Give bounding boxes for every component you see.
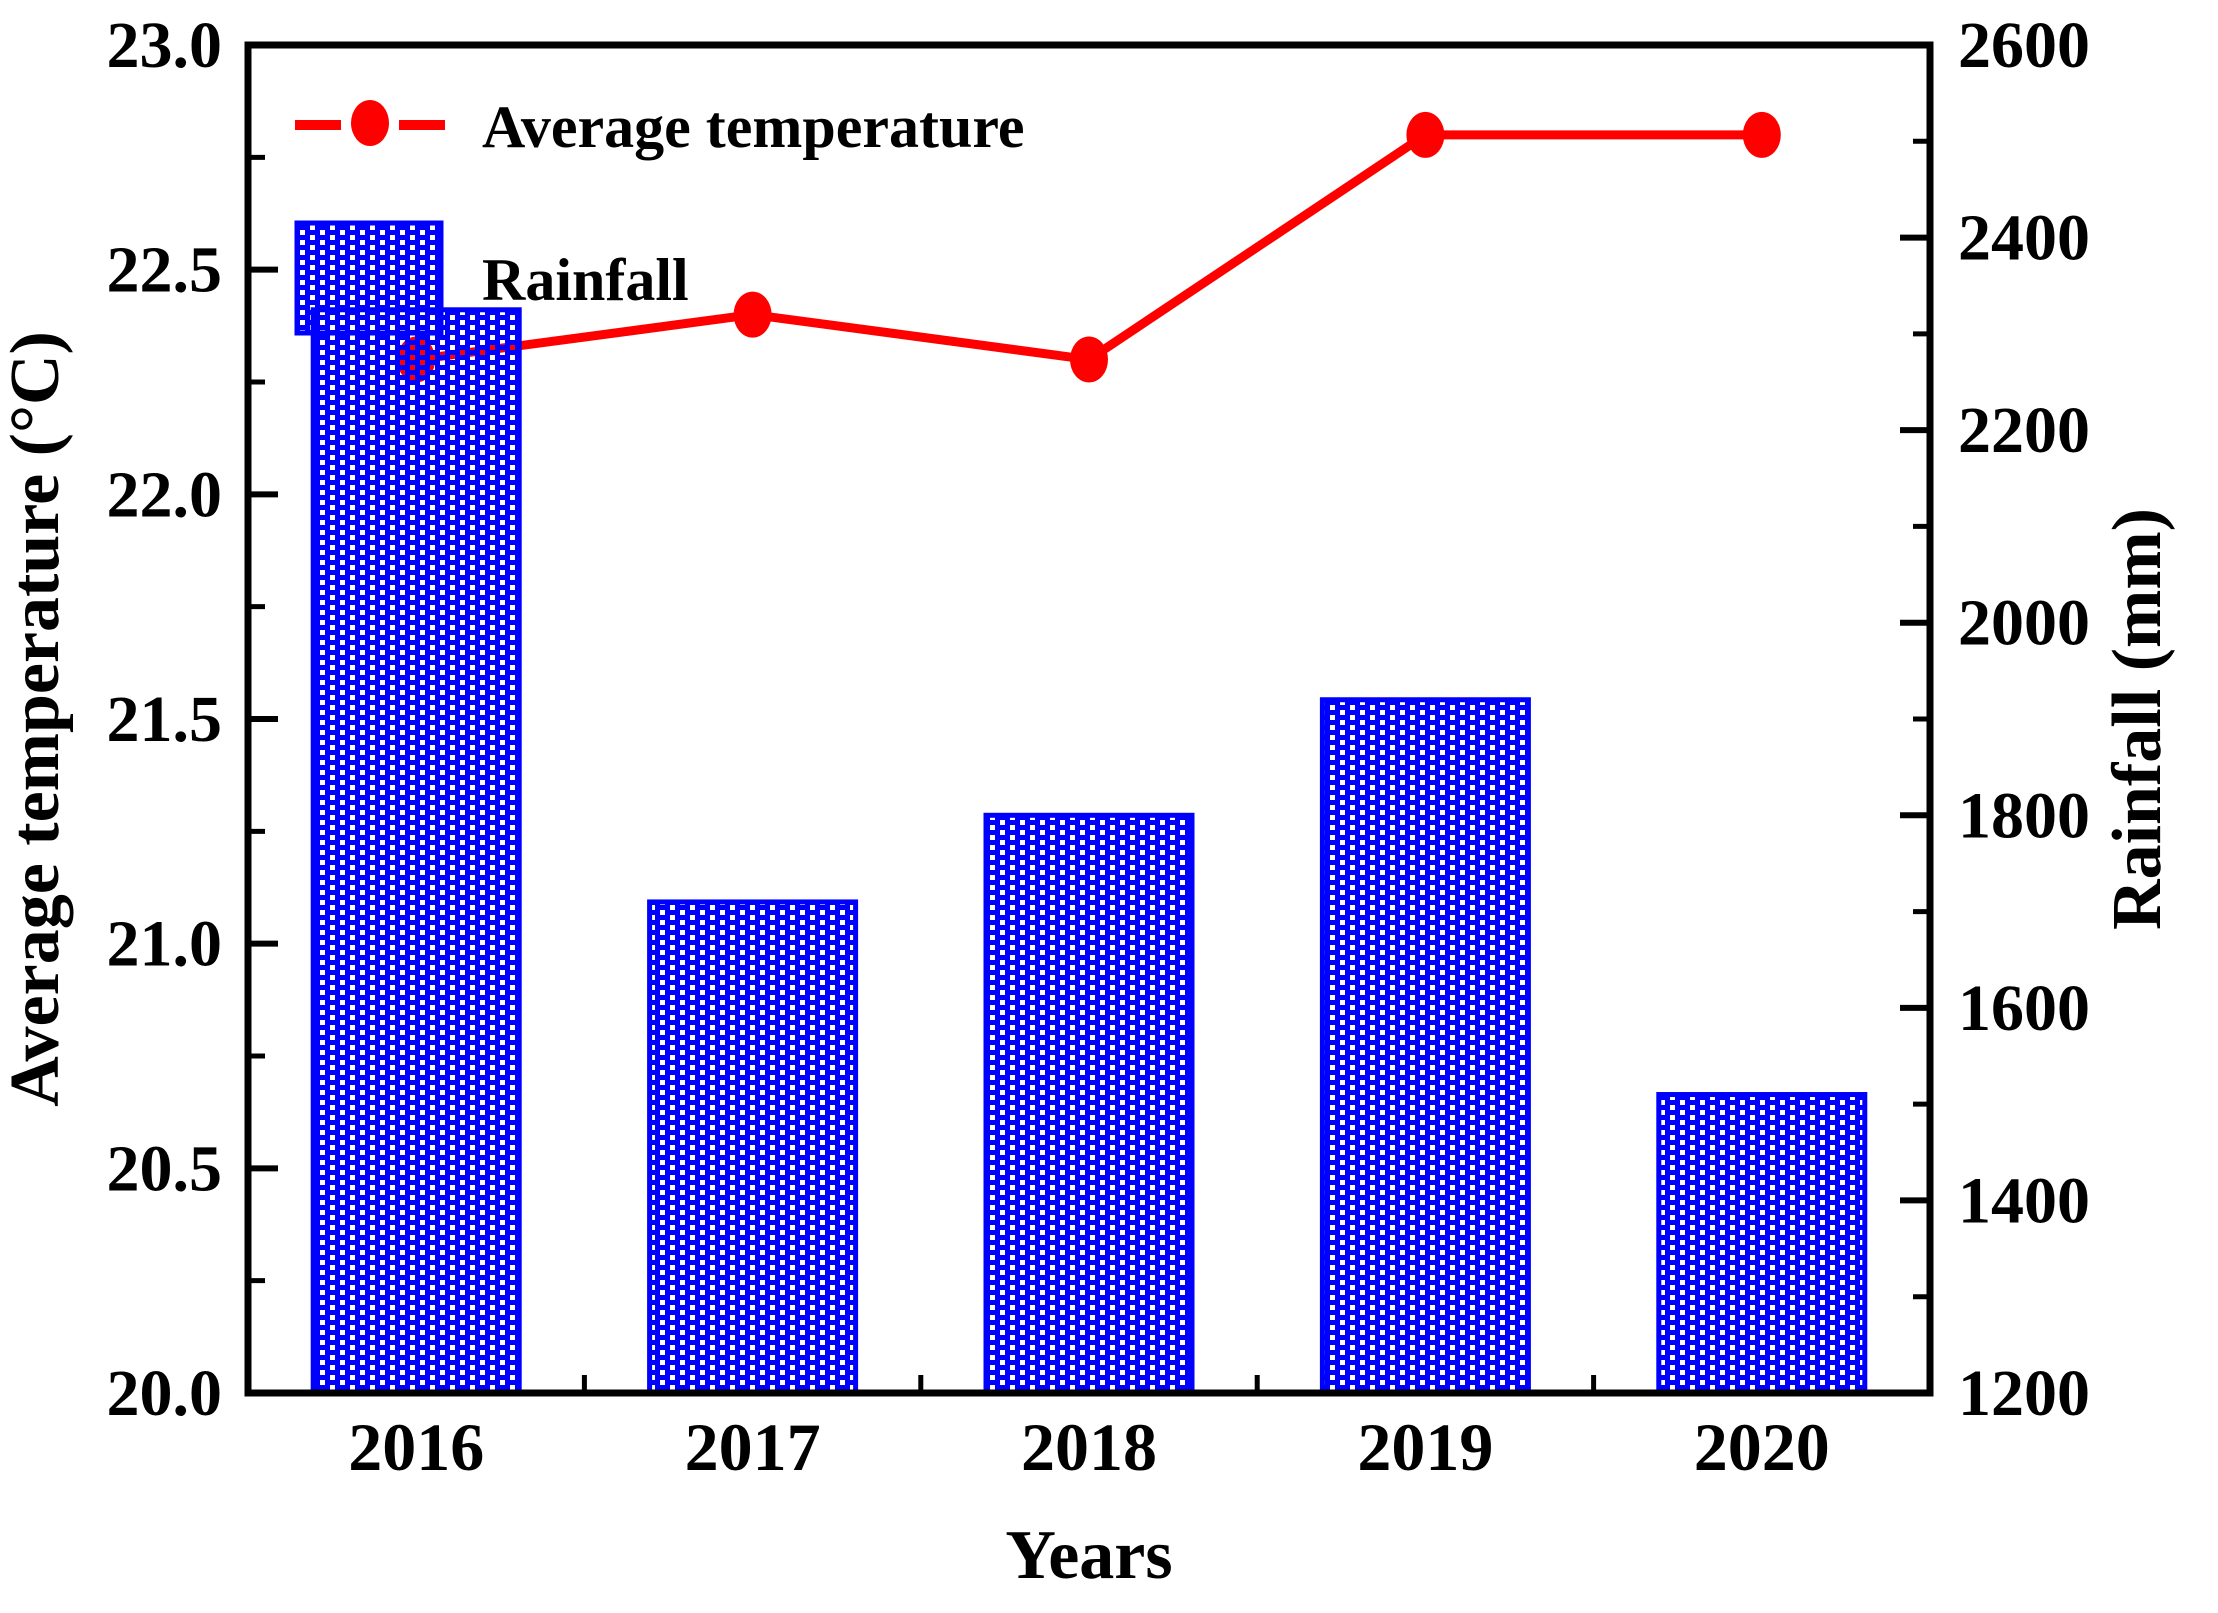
temperature-marker-2019 [1406, 111, 1445, 158]
x-axis-tick-label: 2016 [348, 1409, 484, 1485]
legend-bar-sample [294, 220, 444, 336]
legend-marker-sample [351, 100, 389, 146]
left-axis-tick-label: 20.0 [107, 1357, 223, 1430]
x-axis-tick-label: 2020 [1694, 1409, 1830, 1485]
rainfall-bar-2020 [1656, 1092, 1868, 1396]
right-axis-title: Rainfall (mm) [2099, 508, 2176, 930]
right-axis-tick-label: 2400 [1958, 202, 2090, 275]
x-axis-title: Years [1005, 1517, 1172, 1594]
temperature-marker-2020 [1742, 111, 1781, 158]
left-axis-tick-label: 22.5 [107, 234, 223, 307]
rainfall-bar-2017 [647, 899, 859, 1396]
left-axis-title: Average temperature (°C) [0, 331, 74, 1107]
temperature-marker-2017 [733, 291, 772, 338]
rainfall-bar-2018 [983, 812, 1195, 1396]
right-axis-tick-label: 1400 [1958, 1164, 2090, 1237]
right-axis-tick-label: 1600 [1958, 972, 2090, 1045]
left-axis-tick-label: 21.0 [107, 908, 223, 981]
left-axis-tick-label: 20.5 [107, 1132, 223, 1205]
x-axis-tick-label: 2019 [1357, 1409, 1493, 1485]
x-axis-tick-label: 2018 [1021, 1409, 1157, 1485]
left-axis-tick-label: 23.0 [107, 9, 223, 82]
right-axis-tick-label: 2600 [1958, 9, 2090, 82]
rainfall-bar-2019 [1319, 697, 1531, 1396]
legend-label-temperature: Average temperature [482, 94, 1025, 160]
rainfall-bar-2016 [310, 307, 522, 1396]
right-axis-tick-label: 2000 [1958, 587, 2090, 660]
right-axis-tick-label: 1200 [1958, 1357, 2090, 1430]
right-axis-tick-label: 2200 [1958, 394, 2090, 467]
right-axis-tick-label: 1800 [1958, 779, 2090, 852]
left-axis-tick-label: 21.5 [107, 683, 223, 756]
temperature-marker-2018 [1070, 336, 1108, 383]
x-axis-tick-label: 2017 [685, 1409, 821, 1485]
legend-label-rainfall: Rainfall [482, 247, 689, 313]
left-axis-tick-label: 22.0 [107, 458, 223, 531]
